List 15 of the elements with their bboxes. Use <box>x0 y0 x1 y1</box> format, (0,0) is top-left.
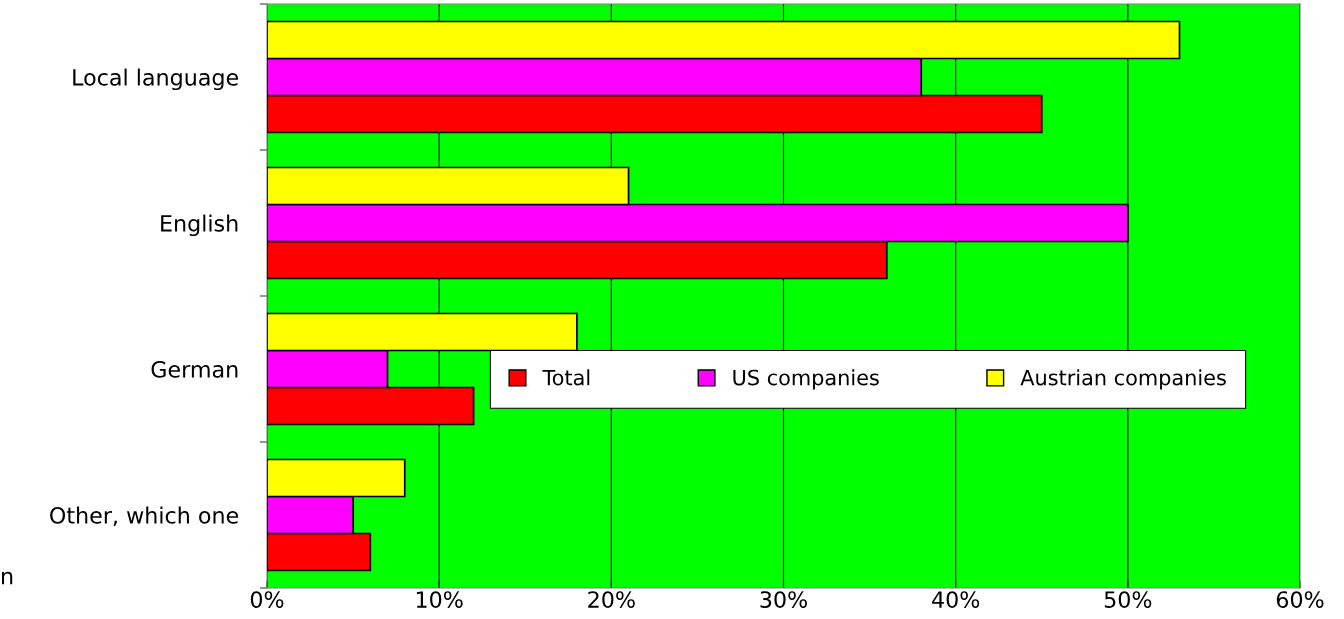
legend-label: US companies <box>733 369 879 390</box>
y-tick-label: Other, which one <box>50 506 239 527</box>
x-tick-label: 50% <box>1104 591 1152 608</box>
y-tick-label: Local language <box>73 68 239 91</box>
x-tick-label: 20% <box>588 591 635 608</box>
y-tick-label: German <box>151 360 238 378</box>
legend-label: Austrian companies <box>1020 369 1226 390</box>
x-tick-label: 10% <box>416 591 463 608</box>
x-tick-label: 30% <box>760 591 807 608</box>
x-tick-label: 40% <box>932 591 980 608</box>
text: n <box>2 571 13 585</box>
x-tick-label: 0% <box>250 591 284 608</box>
x-tick-label: 60% <box>1276 591 1324 608</box>
y-tick-label: English <box>161 214 238 237</box>
legend-label: Total <box>542 369 590 386</box>
